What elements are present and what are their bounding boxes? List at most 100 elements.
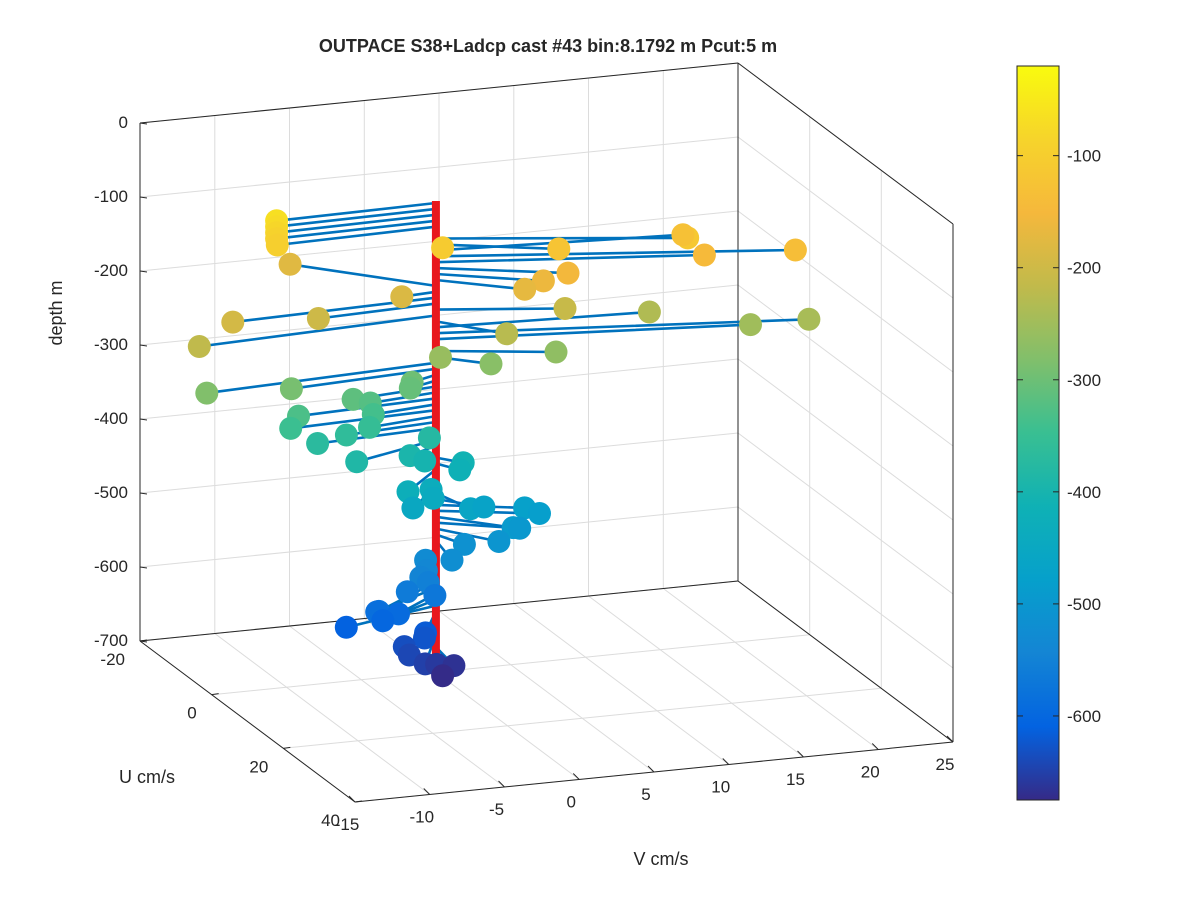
x-tick-label: -20	[100, 650, 125, 669]
z-tick-label: -400	[94, 409, 128, 428]
z-tick-label: -700	[94, 631, 128, 650]
depth-marker	[783, 238, 807, 262]
depth-marker	[221, 310, 245, 334]
grid-line-y	[513, 603, 730, 765]
y-tick-label: -15	[335, 815, 360, 834]
y-tick-label: 15	[786, 770, 805, 789]
y-tick-mark	[423, 788, 431, 795]
z-tick-label: -300	[94, 335, 128, 354]
x-tick-label: 0	[187, 704, 196, 723]
velocity-vector	[275, 225, 438, 247]
velocity-vector	[275, 207, 438, 228]
depth-marker	[358, 415, 381, 439]
depth-marker	[508, 516, 532, 540]
y-tick-label: -5	[489, 800, 504, 819]
y-tick-label: 20	[861, 763, 880, 782]
grid-line-y	[663, 588, 879, 750]
depth-marker	[547, 237, 571, 261]
depth-marker	[421, 486, 445, 510]
depth-marker	[413, 626, 436, 650]
colorbar-tick-label: -300	[1067, 371, 1101, 390]
x-tick-label: 20	[249, 757, 268, 776]
z-tick-mark	[139, 122, 148, 125]
y-tick-mark	[498, 780, 505, 788]
y-axis-label: V cm/s	[633, 849, 688, 869]
colorbar-tick-label: -400	[1067, 483, 1101, 502]
y-tick-label: 25	[936, 755, 955, 774]
z-tick-mark	[139, 270, 148, 273]
depth-marker	[440, 548, 464, 572]
depth-marker	[513, 277, 537, 301]
y-tick-mark	[946, 735, 954, 743]
depth-marker	[448, 458, 472, 482]
velocity-vector	[434, 278, 527, 291]
depth-marker	[279, 416, 303, 440]
depth-marker	[334, 615, 358, 639]
velocity-vector	[275, 213, 438, 234]
velocity-vector	[434, 307, 567, 311]
x-axis-line	[139, 640, 356, 803]
grid-line-z	[737, 284, 954, 447]
grid-line-z	[737, 210, 954, 373]
depth-marker	[195, 381, 219, 405]
depth-marker	[528, 502, 551, 525]
depth-marker	[398, 376, 422, 400]
tick-labels: 0-100-200-300-400-500-600-700-2002040-15…	[94, 113, 954, 834]
depth-marker	[544, 340, 568, 364]
depth-marker	[417, 426, 441, 450]
z-tick-label: -600	[94, 557, 128, 576]
box-edge	[737, 62, 954, 225]
x-tick-mark	[283, 746, 291, 749]
depth-marker	[371, 609, 395, 633]
depth-marker	[495, 322, 519, 346]
grid-line-y	[588, 595, 804, 758]
grid-line-y	[438, 610, 655, 773]
colorbar-tick-label: -500	[1067, 595, 1101, 614]
velocity-vector	[198, 314, 438, 348]
z-axis-label: depth m	[46, 280, 66, 345]
y-tick-label: 5	[641, 785, 650, 804]
depth-marker	[265, 233, 289, 257]
depth-marker	[345, 450, 369, 474]
y-tick-mark	[348, 795, 356, 803]
y-tick-mark	[647, 765, 655, 773]
z-tick-mark	[139, 344, 148, 347]
z-tick-label: -200	[94, 261, 128, 280]
box-edge	[139, 62, 739, 124]
velocity-vector	[434, 323, 752, 341]
z-tick-mark	[139, 196, 148, 199]
x-tick-mark	[354, 800, 363, 803]
x-tick-mark	[139, 639, 148, 642]
y-tick-label: 0	[567, 793, 576, 812]
y-tick-mark	[722, 758, 730, 765]
depth-marker	[797, 307, 821, 331]
depth-marker	[306, 307, 330, 330]
grid-line-z	[737, 432, 954, 595]
box-edge	[737, 580, 954, 743]
velocity-vector	[205, 361, 438, 395]
depth-marker	[390, 285, 414, 309]
velocity-vector	[434, 349, 558, 354]
y-tick-mark	[572, 773, 580, 780]
colorbar-tick-label: -100	[1067, 147, 1101, 166]
depth-marker	[431, 664, 455, 688]
depth-marker	[278, 252, 302, 276]
depth-marker	[401, 496, 425, 520]
grid-line-z	[737, 506, 954, 669]
depth-marker	[739, 313, 762, 337]
z-tick-label: -500	[94, 483, 128, 502]
grid-line-y	[289, 625, 505, 788]
grid-line-z	[737, 358, 954, 521]
y-tick-mark	[797, 750, 804, 758]
depth-marker	[637, 300, 661, 324]
depth-markers	[187, 209, 821, 688]
x-tick-label: 40	[321, 811, 340, 830]
grid-line-y	[214, 633, 431, 795]
depth-marker	[692, 243, 716, 267]
colorbar-tick-label: -600	[1067, 707, 1101, 726]
depth-marker	[487, 530, 511, 553]
y-tick-mark	[871, 743, 879, 750]
depth-marker	[423, 584, 447, 607]
y-tick-label: 10	[711, 778, 730, 797]
